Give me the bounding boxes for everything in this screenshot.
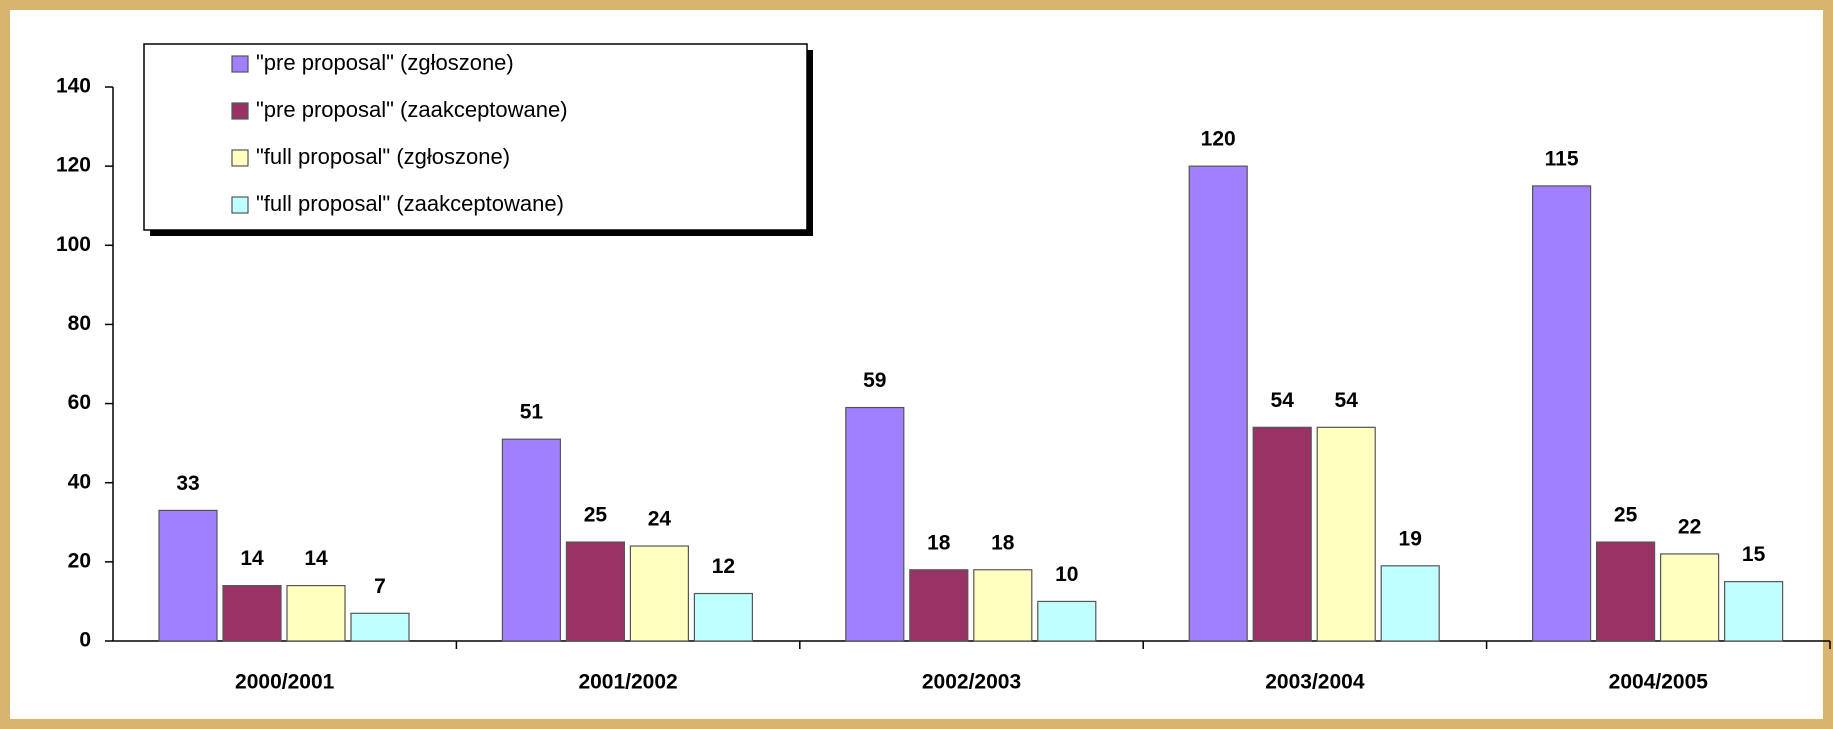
value-label: 120 [1201, 128, 1236, 151]
bar [909, 569, 969, 642]
bar [629, 545, 690, 642]
y-tick-label: 120 [56, 154, 91, 177]
bar [1188, 165, 1248, 642]
value-label: 54 [1271, 389, 1295, 412]
legend-swatch [231, 55, 249, 73]
x-tick-label: 2000/2001 [235, 671, 335, 694]
value-label: 24 [648, 508, 672, 531]
bar [1252, 426, 1312, 642]
value-label: 18 [991, 531, 1015, 554]
value-label: 54 [1335, 389, 1359, 412]
bar [973, 569, 1033, 642]
legend-label: "full proposal" (zgłoszone) [256, 144, 510, 169]
y-tick-label: 100 [56, 233, 91, 256]
bar [1659, 553, 1720, 642]
bar [286, 584, 346, 642]
value-label: 25 [584, 504, 608, 527]
bar [350, 612, 410, 642]
bar [1723, 581, 1784, 642]
value-label: 12 [712, 555, 735, 578]
bar [693, 592, 754, 642]
value-label: 51 [520, 401, 544, 424]
x-tick-label: 2003/2004 [1265, 671, 1365, 694]
bar [501, 438, 561, 642]
legend-label: "pre proposal" (zaakceptowane) [256, 97, 568, 122]
y-tick-label: 60 [68, 391, 91, 414]
legend-swatch [231, 196, 249, 214]
legend-label: "pre proposal" (zgłoszone) [256, 50, 514, 75]
value-label: 22 [1678, 515, 1701, 538]
value-label: 115 [1545, 147, 1579, 170]
legend-label: "full proposal" (zaakceptowane) [256, 191, 564, 216]
value-label: 10 [1055, 563, 1078, 586]
bar [1037, 600, 1097, 642]
bar [1380, 565, 1440, 642]
legend [143, 43, 808, 231]
bar [158, 509, 218, 642]
bar [1595, 541, 1656, 642]
y-tick-label: 20 [68, 549, 91, 572]
y-tick-label: 140 [56, 75, 91, 98]
legend-swatch [231, 102, 249, 120]
bar [222, 584, 282, 642]
x-tick-label: 2001/2002 [578, 671, 677, 694]
bar [845, 406, 905, 642]
value-label: 14 [304, 547, 328, 570]
y-tick-label: 80 [68, 312, 91, 335]
x-tick-label: 2004/2005 [1609, 671, 1709, 694]
value-label: 14 [240, 547, 264, 570]
bar [565, 541, 626, 642]
value-label: 18 [927, 531, 951, 554]
value-label: 15 [1742, 543, 1766, 566]
value-label: 33 [176, 472, 199, 495]
bar [1316, 426, 1376, 642]
value-label: 19 [1399, 527, 1422, 550]
bar [1531, 185, 1592, 642]
legend-swatch [231, 149, 249, 167]
y-tick-label: 0 [79, 629, 91, 652]
value-label: 7 [374, 575, 386, 598]
value-label: 59 [863, 369, 886, 392]
y-tick-label: 40 [68, 470, 91, 493]
value-label: 25 [1614, 504, 1638, 527]
x-tick-label: 2002/2003 [922, 671, 1021, 694]
